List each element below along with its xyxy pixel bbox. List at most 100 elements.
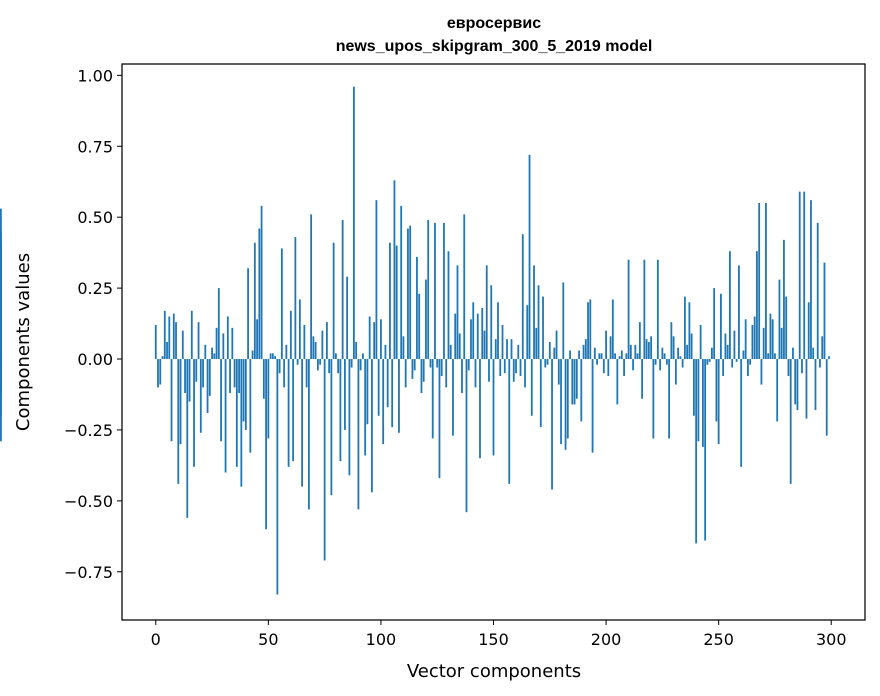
x-tick-label: 0	[151, 630, 161, 649]
bar	[429, 359, 432, 368]
bar	[166, 342, 168, 360]
bar	[184, 359, 186, 394]
bar	[253, 242, 256, 360]
bar	[197, 322, 200, 360]
bar	[803, 191, 806, 360]
bar	[377, 359, 380, 416]
bar	[796, 359, 799, 411]
bar	[280, 248, 283, 360]
bar	[240, 359, 243, 487]
bar	[445, 359, 448, 388]
bar	[452, 359, 454, 436]
bar	[186, 359, 189, 518]
bar	[665, 359, 668, 365]
x-tick-label: 150	[478, 630, 509, 649]
bar	[283, 359, 286, 388]
bar	[720, 293, 722, 360]
bar	[623, 359, 625, 377]
chart-title: евросервис	[447, 15, 541, 32]
bar	[355, 342, 358, 360]
bar	[512, 359, 515, 382]
bar	[316, 359, 319, 371]
bar	[785, 296, 788, 360]
bar	[625, 353, 628, 360]
bar	[470, 319, 472, 360]
bar	[298, 299, 301, 360]
bar	[217, 288, 220, 360]
bar	[492, 359, 495, 456]
bar	[436, 359, 439, 368]
plot-frame	[121, 63, 866, 621]
bar	[674, 359, 677, 385]
bar	[767, 353, 770, 360]
bar	[159, 359, 162, 385]
bar	[204, 344, 207, 360]
bar	[258, 228, 261, 360]
bar	[319, 359, 322, 365]
bar	[265, 359, 267, 530]
bar	[524, 359, 526, 388]
bar	[589, 299, 592, 360]
y-axis-label: Components values	[13, 253, 34, 431]
bar	[400, 205, 403, 360]
bar	[632, 359, 634, 371]
bar	[373, 322, 376, 360]
x-tick-label: 250	[703, 630, 734, 649]
bar	[474, 359, 477, 388]
bar	[821, 336, 824, 360]
bar	[199, 359, 202, 433]
bar	[384, 344, 387, 360]
bar	[740, 359, 743, 467]
bar	[285, 344, 288, 360]
bar	[449, 344, 452, 360]
bar	[573, 359, 576, 405]
bar	[571, 359, 574, 405]
bar	[562, 282, 565, 360]
bar	[494, 339, 497, 360]
bar	[420, 359, 423, 394]
bar	[256, 319, 258, 360]
bar	[515, 359, 517, 374]
bar	[749, 359, 752, 365]
bar	[704, 359, 707, 541]
y-tick-label: −0.75	[64, 563, 113, 582]
bar	[688, 302, 691, 360]
bar	[762, 327, 765, 360]
bar	[238, 359, 240, 394]
bar	[157, 359, 159, 388]
bar	[751, 324, 754, 360]
bar	[170, 359, 173, 442]
bar	[269, 353, 272, 360]
bar	[447, 251, 450, 360]
bar	[224, 359, 227, 473]
bar	[798, 191, 801, 360]
bar	[598, 353, 601, 360]
bar	[627, 259, 630, 360]
bar	[402, 336, 405, 360]
bar	[339, 359, 342, 462]
bar	[472, 302, 475, 360]
bar	[362, 353, 364, 360]
bar	[188, 359, 191, 402]
bar	[659, 359, 662, 371]
bar	[341, 220, 344, 360]
bar	[607, 359, 610, 377]
bar	[578, 350, 580, 360]
y-tick-label: 1.00	[77, 66, 113, 85]
bar	[683, 296, 686, 360]
bar	[643, 259, 646, 360]
bar	[650, 336, 653, 360]
bar	[427, 220, 430, 360]
bar	[431, 359, 434, 439]
bar	[825, 359, 828, 436]
x-axis-ticks: 0 50 100 150 200 250 300	[151, 620, 847, 649]
bar	[364, 359, 367, 456]
y-tick-label: 0.25	[77, 279, 113, 298]
bar	[816, 222, 819, 360]
bar	[456, 265, 459, 360]
bar	[580, 359, 583, 422]
bar	[350, 359, 353, 368]
bar	[670, 322, 673, 360]
bar	[814, 359, 817, 411]
